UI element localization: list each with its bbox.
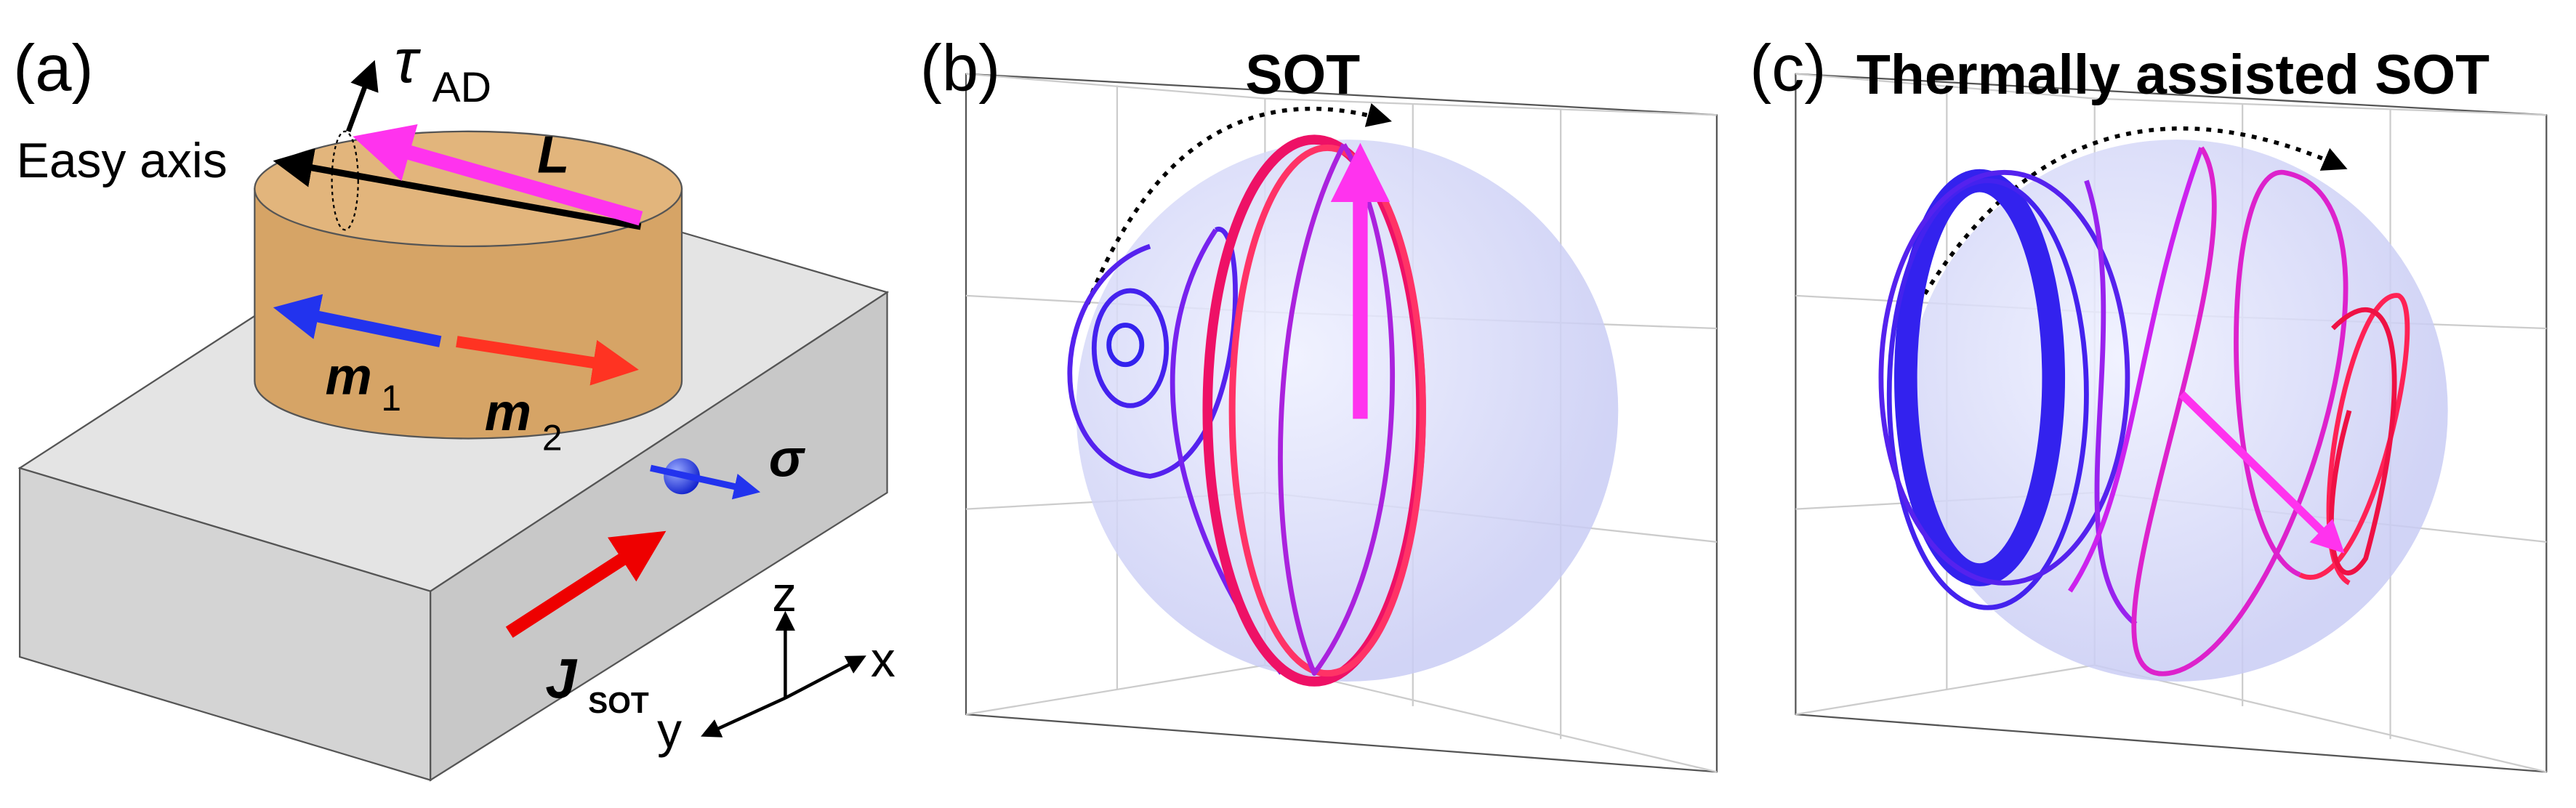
panel-title: SOT: [1245, 44, 1360, 106]
bloch-sphere: [1076, 140, 1619, 682]
x-label: x: [871, 633, 895, 687]
z-label: z: [772, 567, 797, 622]
cylinder-top: [254, 130, 683, 248]
panel-title: Thermally assisted SOT: [1856, 44, 2490, 106]
easy-axis-arrow: [273, 148, 642, 230]
sigma-label: σ: [769, 429, 806, 488]
l-vector: [2178, 391, 2345, 554]
m2-arrow: [456, 336, 639, 386]
dotted-arrow: [1085, 102, 1392, 305]
panel-label: (b): [920, 31, 1000, 105]
sigma-arrow: [650, 464, 761, 500]
tau-arrow: [346, 60, 379, 132]
easy-axis: Easy axis: [17, 134, 228, 188]
m1-sub: 1: [381, 378, 401, 419]
y-label: y: [657, 703, 682, 758]
tau: τ: [394, 26, 421, 96]
y-axis: [701, 696, 786, 738]
l-arrow: [353, 124, 643, 226]
l-label: L: [537, 126, 569, 184]
tau-sub: AD: [432, 64, 491, 111]
panel-c: (c) Thermally assisted SOT: [1750, 31, 2548, 773]
m1-arrow: [273, 294, 442, 347]
j-sub: SOT: [588, 686, 649, 719]
j-label: J: [545, 648, 578, 711]
j-arrow: [505, 530, 667, 638]
panel-label: (a): [13, 31, 93, 105]
panel-label: (c): [1750, 31, 1826, 105]
m2-sub: 2: [542, 417, 563, 458]
panel-b: (b) SOT: [920, 31, 1718, 773]
panel-a: (a) τ AD Easy axis L m 1 m 2 σ J SOT z x…: [13, 26, 895, 782]
x-axis: [784, 655, 866, 700]
cylinder-body: [254, 187, 683, 440]
m2-label: m: [485, 384, 531, 442]
m1-label: m: [326, 347, 372, 405]
